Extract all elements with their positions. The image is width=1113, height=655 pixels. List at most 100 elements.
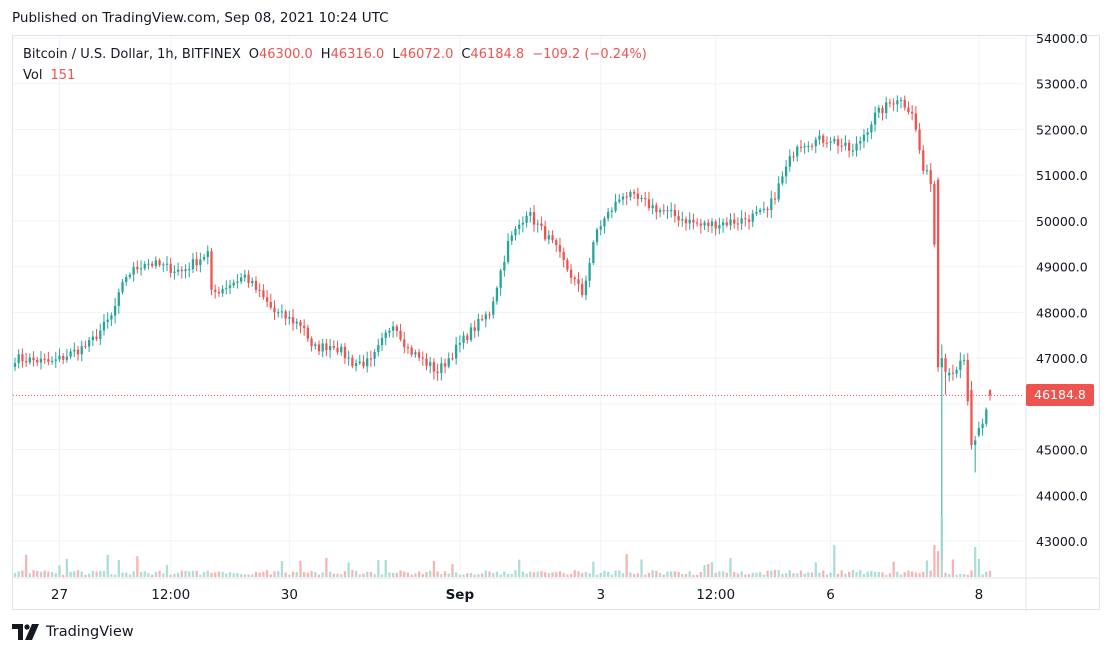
candle-body	[132, 266, 135, 275]
candlestick-chart[interactable]: 54000.0 53000.0 52000.0 51000.0 50000.0 49000…	[0, 0, 1113, 612]
candle-body	[95, 336, 98, 340]
candle-body	[603, 218, 606, 227]
volume-bar	[80, 571, 83, 577]
volume-bar	[814, 562, 817, 577]
volume-bar	[710, 562, 714, 577]
candle-body	[466, 335, 469, 341]
volume-bar	[988, 571, 992, 577]
volume-bar	[121, 572, 124, 577]
volume-bar	[265, 570, 269, 577]
candle-body	[936, 179, 940, 368]
volume-bar	[395, 572, 398, 577]
last-price-tag: 46184.8	[1026, 384, 1094, 406]
volume-bar	[410, 574, 413, 577]
candle-body	[903, 99, 906, 108]
volume-bar	[303, 572, 306, 577]
candle-body	[562, 251, 565, 260]
volume-bar	[721, 571, 725, 577]
candle-body	[277, 312, 280, 314]
volume-bar	[99, 570, 102, 577]
volume-bar	[514, 570, 517, 577]
candle-body	[951, 372, 955, 374]
candle-body	[577, 279, 580, 284]
candle-body	[681, 219, 684, 221]
volume-bar	[358, 574, 361, 577]
candle-body	[299, 321, 302, 326]
volume-bar	[414, 573, 417, 577]
volume-bar	[206, 570, 209, 577]
candle-body	[547, 235, 550, 240]
candle-body	[366, 358, 369, 367]
volume-bar	[525, 573, 528, 577]
volume-bar	[951, 559, 955, 577]
volume-bar	[214, 572, 217, 577]
volume-bar	[184, 570, 187, 577]
volume-bar	[936, 551, 940, 577]
candle-body	[870, 124, 873, 133]
candle-body	[621, 196, 625, 200]
candle-body	[688, 219, 691, 224]
candle-body	[647, 199, 651, 209]
candle-body	[13, 363, 17, 367]
candle-body	[154, 260, 158, 266]
volume-bar	[866, 571, 869, 577]
volume-bar	[607, 571, 610, 577]
volume-bar	[503, 571, 506, 577]
volume-bar	[251, 574, 254, 577]
volume-bar	[354, 570, 358, 577]
volume-bar	[592, 561, 595, 577]
x-tick-label: 3	[596, 587, 605, 603]
volume-bar	[755, 572, 758, 577]
volume-value: 151	[50, 68, 76, 83]
candle-body	[128, 274, 132, 278]
chart-frame[interactable]	[12, 35, 1100, 610]
volume-bar	[836, 573, 840, 577]
symbol-title: Bitcoin / U.S. Dollar, 1h, BITFINEX	[23, 47, 241, 62]
x-tick-label: 12:00	[696, 587, 735, 603]
tradingview-logo-icon	[12, 624, 39, 640]
volume-bar	[881, 572, 884, 577]
y-tick-label: 53000.0	[1036, 77, 1088, 92]
y-tick-label: 54000.0	[1036, 31, 1088, 46]
candle-body	[588, 263, 591, 281]
volume-bar	[599, 572, 602, 577]
volume-bar	[239, 574, 243, 577]
candle-body	[21, 354, 24, 362]
volume-bar	[380, 574, 384, 577]
candle-body	[484, 314, 487, 320]
candle-body	[421, 357, 424, 359]
volume-bar	[24, 554, 28, 577]
candle-body	[191, 259, 195, 270]
candle-body	[770, 198, 773, 210]
volume-bar	[899, 574, 903, 577]
volume-bar	[110, 574, 113, 577]
volume-bar	[451, 564, 454, 577]
volume-bar	[788, 570, 791, 577]
volume-bar	[892, 561, 895, 577]
volume-bar	[39, 571, 43, 577]
candle-body	[822, 135, 825, 143]
volume-bar	[555, 572, 558, 577]
volume-bar	[421, 574, 424, 577]
candle-body	[632, 191, 636, 194]
volume-bar	[818, 572, 821, 577]
candle-body	[807, 145, 810, 147]
candle-body	[340, 346, 343, 353]
candle-body	[555, 240, 558, 246]
candle-body	[410, 347, 413, 355]
chart-legend: Bitcoin / U.S. Dollar, 1h, BITFINEX O 46…	[23, 44, 647, 86]
volume-bar	[948, 573, 951, 577]
candle-body	[54, 359, 57, 361]
candle-body	[195, 259, 198, 266]
candle-body	[740, 218, 743, 224]
candle-body	[403, 339, 406, 348]
candle-body	[499, 270, 502, 288]
volume-bar	[588, 573, 591, 577]
volume-bar	[762, 574, 766, 577]
candle-body	[940, 358, 943, 368]
volume-bar	[484, 570, 487, 577]
volume-bar	[640, 559, 643, 577]
brand-footer[interactable]: TradingView	[12, 624, 134, 640]
y-tick-label: 45000.0	[1036, 443, 1088, 458]
candle-body	[974, 440, 977, 445]
